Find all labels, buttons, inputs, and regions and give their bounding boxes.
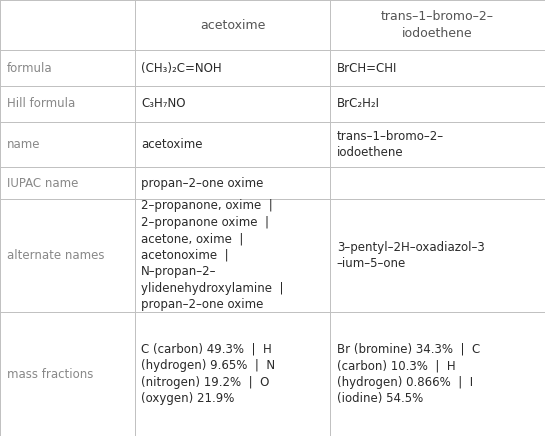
Text: BrCH=CHI: BrCH=CHI: [337, 61, 397, 75]
Text: trans–1–bromo–2–
iodoethene: trans–1–bromo–2– iodoethene: [381, 10, 494, 40]
Text: name: name: [7, 138, 40, 151]
Text: 3–pentyl–2H–oxadiazol–3
–ium–5–one: 3–pentyl–2H–oxadiazol–3 –ium–5–one: [337, 241, 485, 270]
Text: (CH₃)₂C=NOH: (CH₃)₂C=NOH: [141, 61, 222, 75]
Text: C (carbon) 49.3%  |  H
(hydrogen) 9.65%  |  N
(nitrogen) 19.2%  |  O
(oxygen) 21: C (carbon) 49.3% | H (hydrogen) 9.65% | …: [141, 343, 275, 405]
Text: IUPAC name: IUPAC name: [7, 177, 78, 190]
Text: Br (bromine) 34.3%  |  C
(carbon) 10.3%  |  H
(hydrogen) 0.866%  |  I
(iodine) 5: Br (bromine) 34.3% | C (carbon) 10.3% | …: [337, 343, 480, 405]
Text: BrC₂H₂I: BrC₂H₂I: [337, 97, 380, 110]
Text: C₃H₇NO: C₃H₇NO: [141, 97, 186, 110]
Text: Hill formula: Hill formula: [7, 97, 75, 110]
Text: alternate names: alternate names: [7, 249, 104, 262]
Text: formula: formula: [7, 61, 52, 75]
Text: trans–1–bromo–2–
iodoethene: trans–1–bromo–2– iodoethene: [337, 130, 444, 159]
Text: acetoxime: acetoxime: [200, 19, 265, 31]
Text: propan–2–one oxime: propan–2–one oxime: [141, 177, 264, 190]
Text: 2–propanone, oxime  |
2–propanone oxime  |
acetone, oxime  |
acetonoxime  |
N–pr: 2–propanone, oxime | 2–propanone oxime |…: [141, 200, 283, 311]
Text: acetoxime: acetoxime: [141, 138, 203, 151]
Text: mass fractions: mass fractions: [7, 368, 93, 381]
